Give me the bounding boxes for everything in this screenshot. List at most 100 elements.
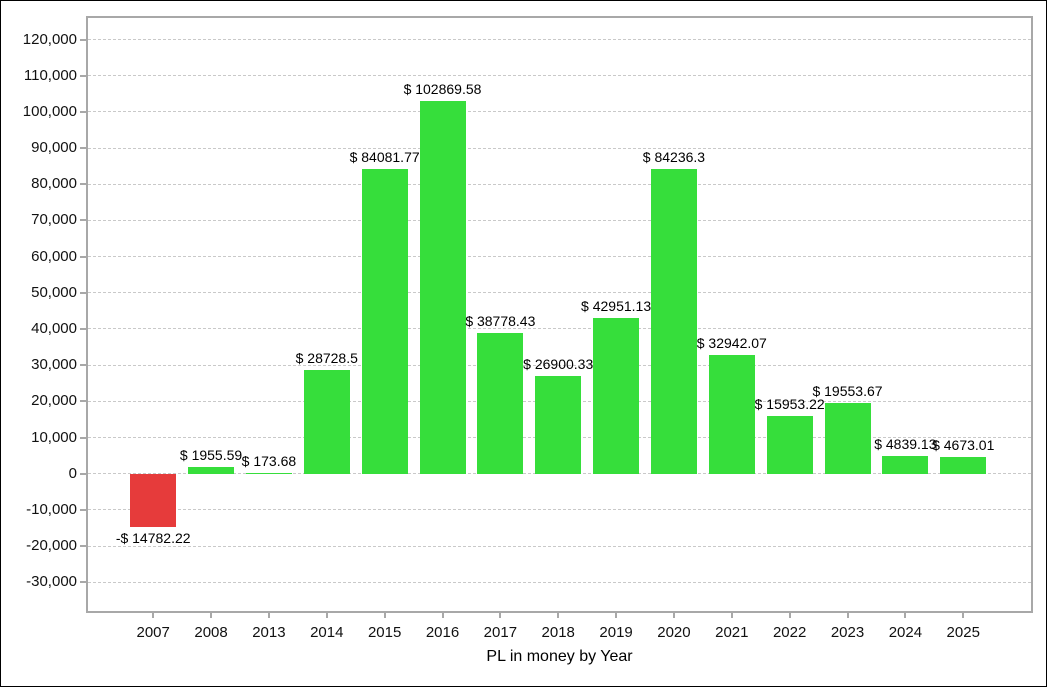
bar-2022 [766, 415, 813, 474]
gridline [88, 509, 1031, 511]
gridline [88, 328, 1031, 330]
x-axis-tick-label: 2013 [252, 624, 286, 641]
y-axis-tick-mark [80, 38, 86, 41]
bar-2024 [882, 456, 929, 474]
y-axis-tick-label: 10,000 [31, 428, 77, 446]
y-axis-tick-label: 40,000 [31, 319, 77, 337]
x-axis-tick-mark [904, 613, 907, 618]
y-axis-tick-label: 90,000 [31, 139, 77, 157]
bar-2008 [188, 466, 235, 474]
x-axis-tick-mark [210, 613, 213, 618]
y-axis-tick-label: 20,000 [31, 392, 77, 410]
x-axis-tick-mark [557, 613, 560, 618]
y-axis-tick-mark [80, 219, 86, 222]
y-axis-tick-mark [80, 255, 86, 258]
bar-value-label: $ 26900.33 [523, 356, 594, 373]
gridline [88, 581, 1031, 583]
x-axis-tick-label: 2023 [830, 624, 865, 641]
bar-value-label: $ 15953.22 [754, 395, 825, 412]
bar-value-label: $ 42951.13 [581, 298, 652, 315]
x-axis-tick-mark [788, 613, 791, 618]
bar-2013 [245, 472, 292, 474]
bar-value-label: $ 4673.01 [932, 436, 995, 453]
y-axis-tick-label: 60,000 [31, 247, 77, 265]
bar-2020 [650, 168, 697, 474]
y-axis-tick-label: 0 [68, 464, 77, 482]
bar-value-label: $ 19553.67 [812, 382, 883, 399]
bar-value-label: -$ 14782.22 [115, 530, 191, 547]
bar-2018 [535, 376, 582, 474]
y-axis-tick-label: 50,000 [31, 283, 77, 301]
x-axis-tick-label: 2016 [425, 624, 460, 641]
bar-2021 [708, 354, 755, 474]
x-axis-tick-mark [152, 613, 155, 618]
x-axis-tick-label: 2008 [194, 624, 228, 641]
gridline [88, 183, 1031, 185]
y-axis-tick-mark [80, 327, 86, 330]
y-axis-tick-mark [80, 400, 86, 403]
y-axis-tick-label: 70,000 [31, 211, 77, 229]
x-axis-tick-label: 2017 [483, 624, 518, 641]
y-axis-tick-label: 80,000 [31, 175, 77, 193]
bar-value-label: $ 1955.59 [179, 446, 243, 463]
y-axis-tick-mark [80, 364, 86, 367]
x-axis-tick-label: 2018 [541, 624, 575, 641]
x-axis-tick-label: 2015 [367, 624, 402, 641]
x-axis-tick-label: 2014 [310, 624, 344, 641]
y-axis-tick-mark [80, 436, 86, 439]
y-axis-tick-label: 100,000 [22, 102, 77, 120]
y-axis-tick-label: 110,000 [23, 66, 77, 84]
bar-2017 [477, 333, 524, 474]
gridline [88, 147, 1031, 149]
y-axis-tick-label: 30,000 [31, 356, 77, 374]
bar-2023 [824, 402, 871, 474]
x-axis-tick-label: 2019 [599, 624, 633, 641]
y-axis-tick-mark [80, 508, 86, 511]
bar-value-label: $ 173.68 [241, 452, 297, 469]
y-axis-tick-mark [80, 581, 86, 584]
bar-value-label: $ 102869.58 [403, 81, 482, 98]
x-axis-tick-label: 2007 [136, 624, 170, 641]
bar-2015 [361, 169, 408, 474]
y-axis-tick-mark [80, 110, 86, 113]
gridline [88, 364, 1031, 366]
y-axis-tick-mark [80, 74, 86, 77]
gridline [88, 219, 1031, 221]
bar-2007 [130, 473, 177, 528]
y-axis-tick-mark [80, 472, 86, 475]
y-axis-tick-label: -10,000 [26, 500, 77, 518]
x-axis-title: PL in money by Year [486, 648, 633, 665]
bar-value-label: $ 84236.3 [642, 148, 706, 165]
bar-value-label: $ 4839.13 [874, 436, 937, 453]
gridline [88, 111, 1031, 113]
x-axis-tick-mark [672, 613, 675, 618]
gridline [88, 473, 1031, 475]
gridline [88, 256, 1031, 258]
gridline [88, 292, 1031, 294]
x-axis-tick-mark [267, 613, 270, 618]
y-axis-tick-mark [80, 147, 86, 150]
y-axis-tick-mark [80, 291, 86, 294]
bar-2019 [593, 318, 640, 474]
x-axis-tick-mark [615, 613, 618, 618]
bar-value-label: $ 38778.43 [465, 313, 536, 330]
bar-2025 [940, 456, 987, 474]
bar-value-label: $ 32942.07 [696, 334, 767, 351]
y-axis-tick-label: -20,000 [26, 537, 77, 555]
x-axis-tick-label: 2020 [657, 624, 691, 641]
bar-value-label: $ 84081.77 [349, 149, 420, 166]
x-axis-tick-mark [499, 613, 502, 618]
y-axis-tick-mark [80, 545, 86, 548]
y-axis-tick-label: 120,000 [22, 30, 77, 48]
x-axis-tick-label: 2021 [715, 624, 749, 641]
x-axis-tick-label: 2022 [772, 624, 807, 641]
bar-value-label: $ 28728.5 [295, 349, 358, 366]
x-axis-tick-mark [383, 613, 386, 618]
y-axis-tick-mark [80, 183, 86, 186]
x-axis-tick-label: 2025 [946, 624, 980, 641]
x-axis-tick-mark [730, 613, 733, 618]
x-axis-tick-mark [962, 613, 965, 618]
bar-2014 [303, 369, 350, 474]
y-axis-tick-label: -30,000 [26, 573, 77, 591]
